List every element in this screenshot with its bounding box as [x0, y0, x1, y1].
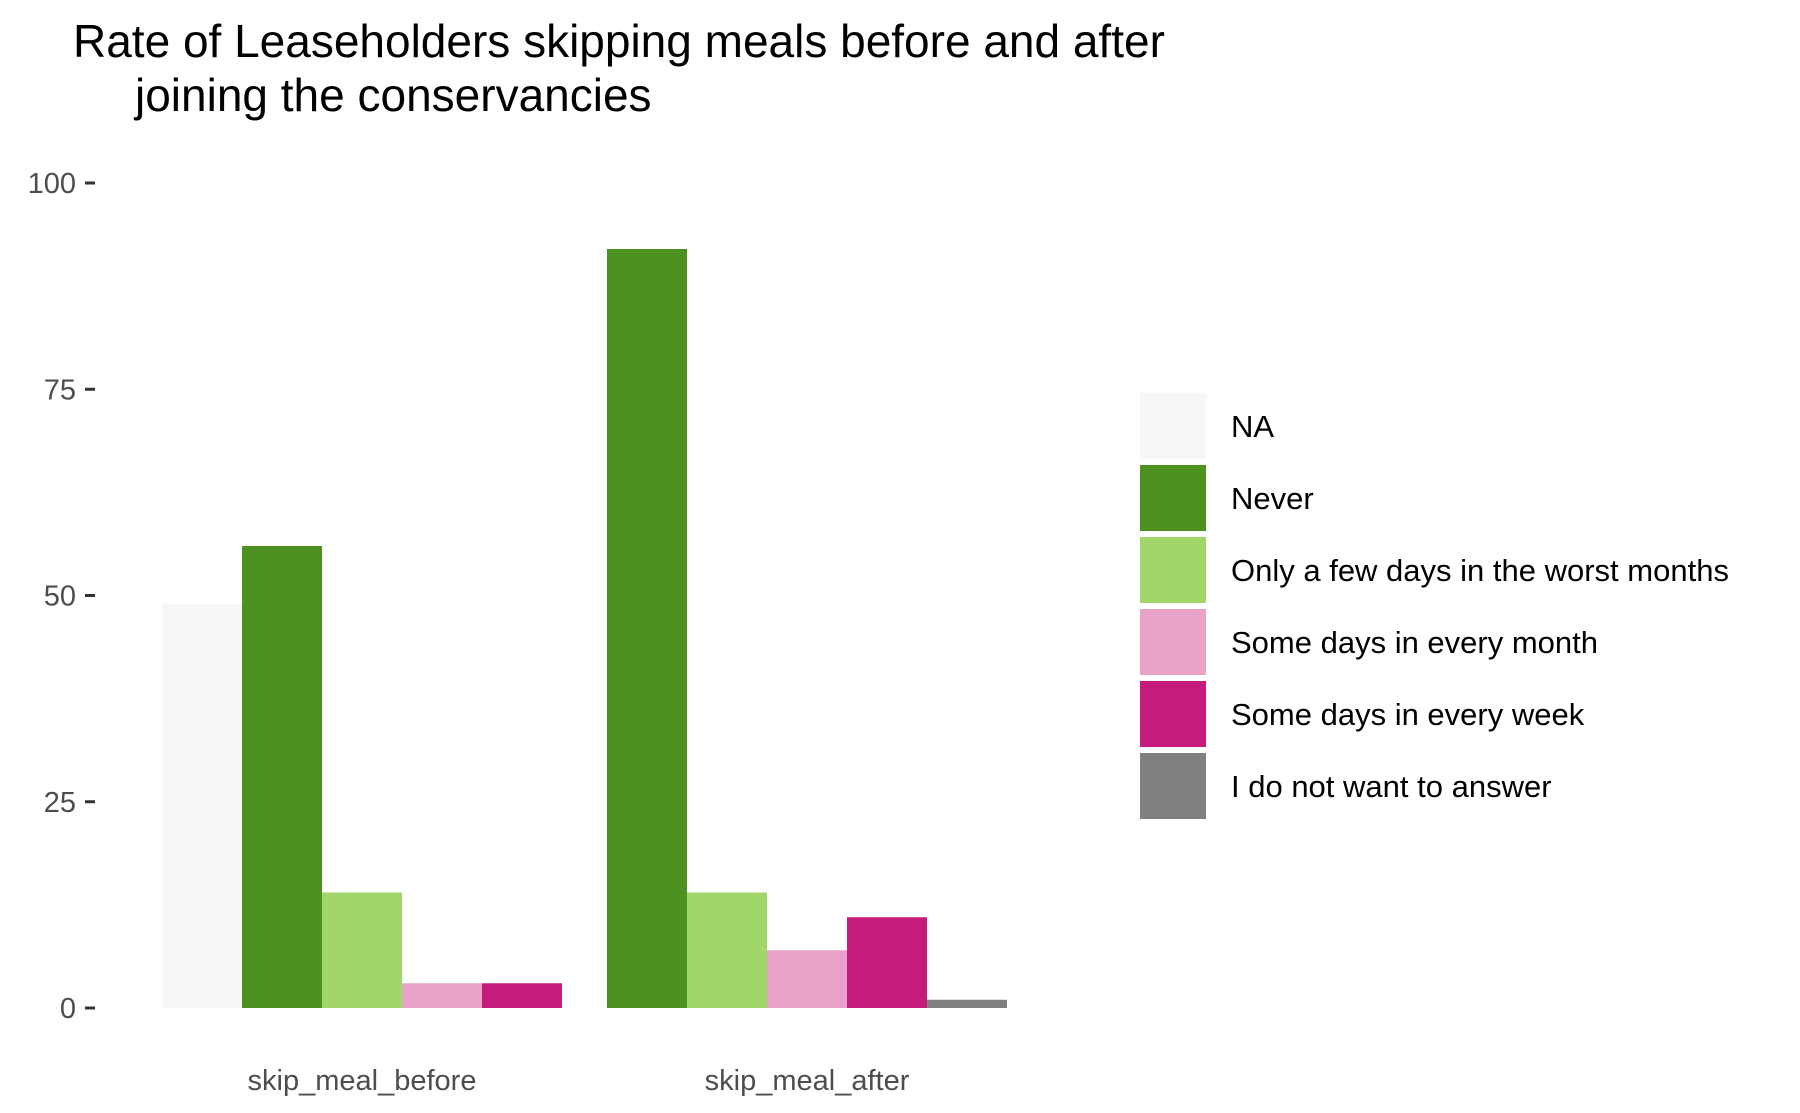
legend-key — [1140, 537, 1206, 603]
bar-skip-meal-after — [847, 917, 927, 1008]
legend-label: Never — [1231, 481, 1314, 516]
y-tick-label: 100 — [28, 168, 76, 200]
y-tick-label: 0 — [60, 993, 76, 1025]
bar-skip-meal-after — [927, 999, 1007, 1008]
x-axis: skip_meal_before skip_meal_after — [248, 1065, 910, 1097]
bar-skip-meal-before — [322, 892, 402, 1008]
bar-skip-meal-before — [402, 983, 482, 1008]
bar-skip-meal-before — [482, 983, 562, 1008]
legend-label: I do not want to answer — [1231, 769, 1552, 804]
y-tick-label: 75 — [44, 374, 76, 406]
bar-skip-meal-after — [607, 249, 687, 1008]
legend-key — [1140, 753, 1206, 819]
legend-key — [1140, 609, 1206, 675]
chart-title-line: joining the conservancies — [133, 69, 652, 121]
x-tick-label: skip_meal_before — [248, 1065, 477, 1097]
legend-key — [1140, 465, 1206, 531]
plot-area — [162, 249, 1007, 1008]
y-tick-label: 25 — [44, 787, 76, 819]
y-axis: 0 25 50 75 100 — [28, 168, 95, 1025]
chart-title-line: Rate of Leaseholders skipping meals befo… — [73, 15, 1165, 67]
bar-skip-meal-before — [162, 603, 242, 1008]
bar-skip-meal-before — [242, 546, 322, 1008]
chart-title: Rate of Leaseholders skipping meals befo… — [73, 15, 1165, 121]
legend: NA Never Only a few days in the worst mont… — [1140, 393, 1729, 819]
y-tick-label: 50 — [44, 581, 76, 613]
legend-key — [1140, 681, 1206, 747]
legend-label: NA — [1231, 409, 1274, 444]
x-tick-label: skip_meal_after — [705, 1065, 910, 1097]
chart-title-group: Rate of Leaseholders skipping meals befo… — [73, 15, 1165, 121]
legend-label: Only a few days in the worst months — [1231, 553, 1729, 588]
legend-label: Some days in every week — [1231, 697, 1585, 732]
bar-skip-meal-after — [767, 950, 847, 1008]
legend-key — [1140, 393, 1206, 459]
bar-skip-meal-after — [687, 892, 767, 1008]
legend-label: Some days in every month — [1231, 625, 1598, 660]
